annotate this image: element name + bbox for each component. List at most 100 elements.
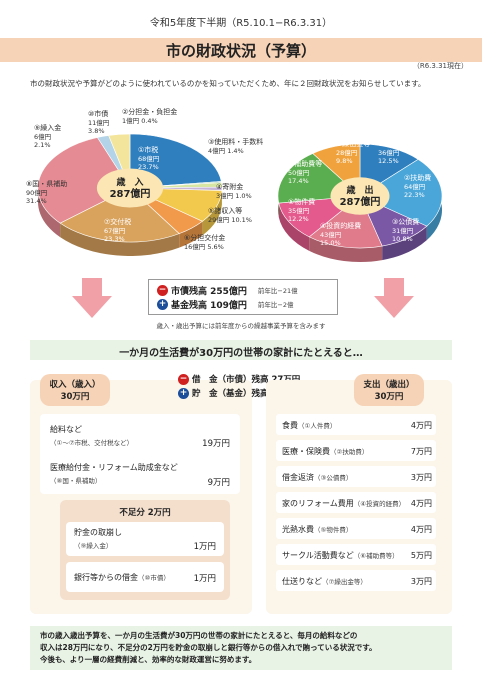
revenue-slice <box>59 187 180 243</box>
revenue-label-amount: 6億円 <box>34 132 51 141</box>
revenue-label-value: 16億円 5.6% <box>184 242 224 251</box>
debt-balance-box: − 市債残高 255億円 前年比−21億 + 基金残高 109億円 前年比−2億 <box>148 279 338 315</box>
revenue-label-amount: 68億円 <box>138 154 159 163</box>
income-item-label: 医療給付金・リフォーム助成金など <box>50 463 178 472</box>
household-heading: 一か月の生活費が30万円の世帯の家計にたとえると… <box>119 348 363 359</box>
expenditure-label-name: ②扶助費 <box>404 173 431 182</box>
expenditure-center-title: 歳 出 <box>345 184 373 196</box>
expense-item-name: 家のリフォーム費用 <box>282 499 354 508</box>
revenue-label-value: 1億円 0.4% <box>122 116 158 125</box>
expenditure-center-value: 287億円 <box>340 195 381 208</box>
expense-row <box>276 492 436 513</box>
revenue-label-name: ④寄附金 <box>216 182 243 191</box>
income-item-amount: 19万円 <box>202 439 230 449</box>
expense-item-name: 光熱水費 <box>282 525 314 534</box>
fund-balance-row: + 基金残高 109億円 前年比−2億 <box>157 297 329 311</box>
expense-item-sub: （③公債費） <box>314 474 353 482</box>
down-arrow-right-icon <box>374 278 414 318</box>
revenue-slice <box>37 137 131 224</box>
expense-item-label: サークル活動費など（⑥補助費等） <box>282 550 399 561</box>
revenue-label-name: ⑤諸収入等 <box>208 206 242 215</box>
as-of-date: （R6.3.31現在） <box>412 62 468 70</box>
expense-item-amount: 5万円 <box>410 551 432 560</box>
income-item-amount: 9万円 <box>207 478 230 488</box>
expense-item-name: 食費 <box>282 421 298 430</box>
shortfall-item-amount: 1万円 <box>193 574 216 584</box>
expenditure-label-amount: 31億円 <box>392 226 413 235</box>
income-header: 収入（歳入） 30万円 <box>40 374 110 406</box>
expenditure-label-name: ③公債費 <box>392 217 419 226</box>
shortfall-card-loan <box>66 562 224 592</box>
expense-item-sub: （⑦繰出金等） <box>322 578 367 586</box>
page-title: 市の財政状況（予算） <box>165 42 316 60</box>
summary-line: 市の歳入歳出予算を、一か月の生活費が30万円の世帯の家計にたとえると、毎月の給料… <box>40 631 358 640</box>
revenue-label-pct: 23.7% <box>138 163 159 171</box>
title-bar <box>0 38 482 62</box>
income-item-sub: （⑧国・県補助） <box>50 477 102 485</box>
expense-item-name: 医療・保険費 <box>282 447 330 456</box>
shortfall-item-savings: 貯金の取崩し （⑨繰入金） <box>74 527 122 550</box>
revenue-slice-side <box>202 190 222 236</box>
revenue-label-pct: 23.3% <box>104 235 125 243</box>
expense-row <box>276 466 436 487</box>
revenue-slice-side <box>179 221 203 248</box>
expense-item-name: サークル活動費など <box>282 551 354 560</box>
expenditure-label-pct: 10.8% <box>392 235 413 243</box>
revenue-label-amount: 90億円 <box>26 188 47 197</box>
shortfall-item-sub: （⑨繰入金） <box>74 542 113 550</box>
income-item-salary: 給料など （①〜⑦市税、交付税など） <box>50 424 133 447</box>
revenue-label-name: ②分担金・負担金 <box>122 107 177 116</box>
expense-item-sub: （②扶助費） <box>330 448 369 456</box>
household-loan: 借 金（市債）残高 27万円 <box>192 375 301 385</box>
summary-line: 今後も、より一層の経費削減と、効率的な財政運営に努めます。 <box>40 655 257 664</box>
expense-item-amount: 4万円 <box>410 421 432 430</box>
expenditure-label-name: ⑥補助費等 <box>288 159 322 168</box>
revenue-label-name: ①市税 <box>138 145 158 154</box>
expense-item-name: 仕送りなど <box>282 577 322 586</box>
revenue-label-pct: 3.8% <box>88 127 105 135</box>
expense-row <box>276 440 436 461</box>
income-head-label: 収入（歳入） <box>49 380 101 390</box>
expenditure-label-pct: 12.5% <box>378 157 399 165</box>
revenue-label-value: 4億円 1.4% <box>208 146 244 155</box>
expenditure-label-amount: 43億円 <box>320 230 341 239</box>
expense-total: 30万円 <box>374 392 404 402</box>
household-loan-row: − 借 金（市債）残高 27万円 <box>178 372 308 386</box>
expense-row <box>276 414 436 435</box>
summary-band <box>30 626 452 670</box>
expenditure-label-pct: 9.8% <box>336 157 353 165</box>
shortfall-item-amount: 1万円 <box>193 542 216 552</box>
revenue-label-name: ⑩市債 <box>88 109 108 118</box>
expense-item-label: 食費（①人件費） <box>282 420 336 431</box>
expense-item-name: 借金返済 <box>282 473 314 482</box>
revenue-label-name: ③使用料・手数料 <box>208 137 263 146</box>
revenue-label-pct: 2.1% <box>34 141 51 149</box>
expense-row <box>276 518 436 539</box>
revenue-center <box>96 168 164 208</box>
income-item-sub: （①〜⑦市税、交付税など） <box>50 439 134 447</box>
income-card <box>40 414 240 494</box>
shortfall-card-savings <box>66 522 224 556</box>
expense-item-amount: 3万円 <box>410 473 432 482</box>
expenditure-label-name: ⑦繰出金等 <box>336 139 370 148</box>
budget-note: 歳入・歳出予算には前年度からの繰越事業予算を含みます <box>156 322 326 330</box>
expense-item-amount: 3万円 <box>410 577 432 586</box>
fund-balance: 基金残高 109億円 <box>171 300 247 311</box>
bond-balance-row: − 市債残高 255億円 前年比−21億 <box>157 283 329 297</box>
income-total: 30万円 <box>60 392 90 402</box>
household-band <box>30 340 452 360</box>
down-arrow-left-icon <box>72 278 112 318</box>
income-item-subsidy: 医療給付金・リフォーム助成金など （⑧国・県補助） <box>50 462 178 485</box>
revenue-slice-side <box>60 223 180 256</box>
expenditure-label-name: ①人件費 <box>378 139 405 148</box>
expense-row <box>276 570 436 591</box>
expense-item-amount: 7万円 <box>410 447 432 456</box>
expenditure-label-pct: 15.0% <box>320 239 341 247</box>
intro-text: 市の財政状況や予算がどのように使われているのかを知っていただくため、年に２回財政… <box>30 79 426 88</box>
expenditure-center <box>330 177 390 215</box>
plus-icon: + <box>157 298 168 310</box>
expense-item-sub: （④投資的経費） <box>353 500 406 508</box>
shortfall-title: 不足分 2万円 <box>119 508 171 518</box>
